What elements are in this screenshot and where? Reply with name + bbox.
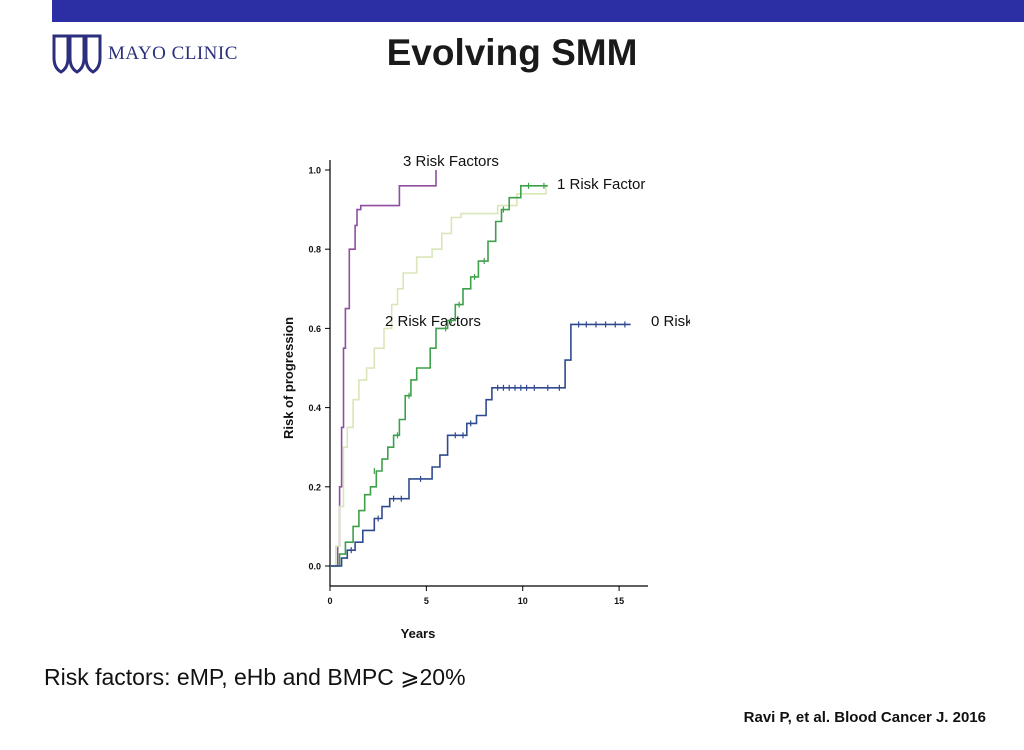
y-tick-label: 1.0 [308, 166, 321, 176]
x-axis-label: Years [401, 626, 436, 641]
top-accent-bar [52, 0, 1024, 22]
mayo-shield-icon [52, 34, 102, 74]
y-tick-label: 0.2 [308, 482, 321, 492]
series-label-2-risk-factors: 2 Risk Factors [385, 313, 481, 330]
y-tick-label: 0.4 [308, 403, 321, 413]
series-line-0-risk-factor [330, 323, 631, 567]
y-tick-label: 0.8 [308, 245, 321, 255]
x-tick-label: 15 [614, 596, 624, 606]
km-chart: 0.0 0.2 0.4 0.6 0.8 1.0 0 5 10 15 Years Risk of pro… [281, 153, 690, 641]
series-label-1-risk-factor: 1 Risk Factor [557, 176, 645, 193]
x-tick-label: 10 [518, 596, 528, 606]
slide-title: Evolving SMM [386, 32, 638, 73]
citation: Ravi P, et al. Blood Cancer J. 2016 [743, 709, 986, 726]
mayo-clinic-logo: MAYO CLINIC [52, 34, 238, 74]
risk-factors-note: Risk factors: eMP, eHb and BMPC ⩾20% [44, 664, 466, 690]
series-label-0-risk-factor: 0 Risk Factor [651, 313, 690, 330]
series-line-1-risk-factor [330, 185, 548, 567]
x-tick-label: 5 [424, 596, 429, 606]
x-tick-label: 0 [327, 596, 332, 606]
series-line-2-risk-factors [330, 185, 547, 567]
y-tick-label: 0.6 [308, 324, 321, 334]
y-tick-label: 0.0 [308, 562, 321, 572]
y-axis-label: Risk of progression [281, 317, 296, 439]
logo-text: MAYO CLINIC [108, 43, 238, 64]
series-label-3-risk-factors: 3 Risk Factors [403, 153, 499, 170]
